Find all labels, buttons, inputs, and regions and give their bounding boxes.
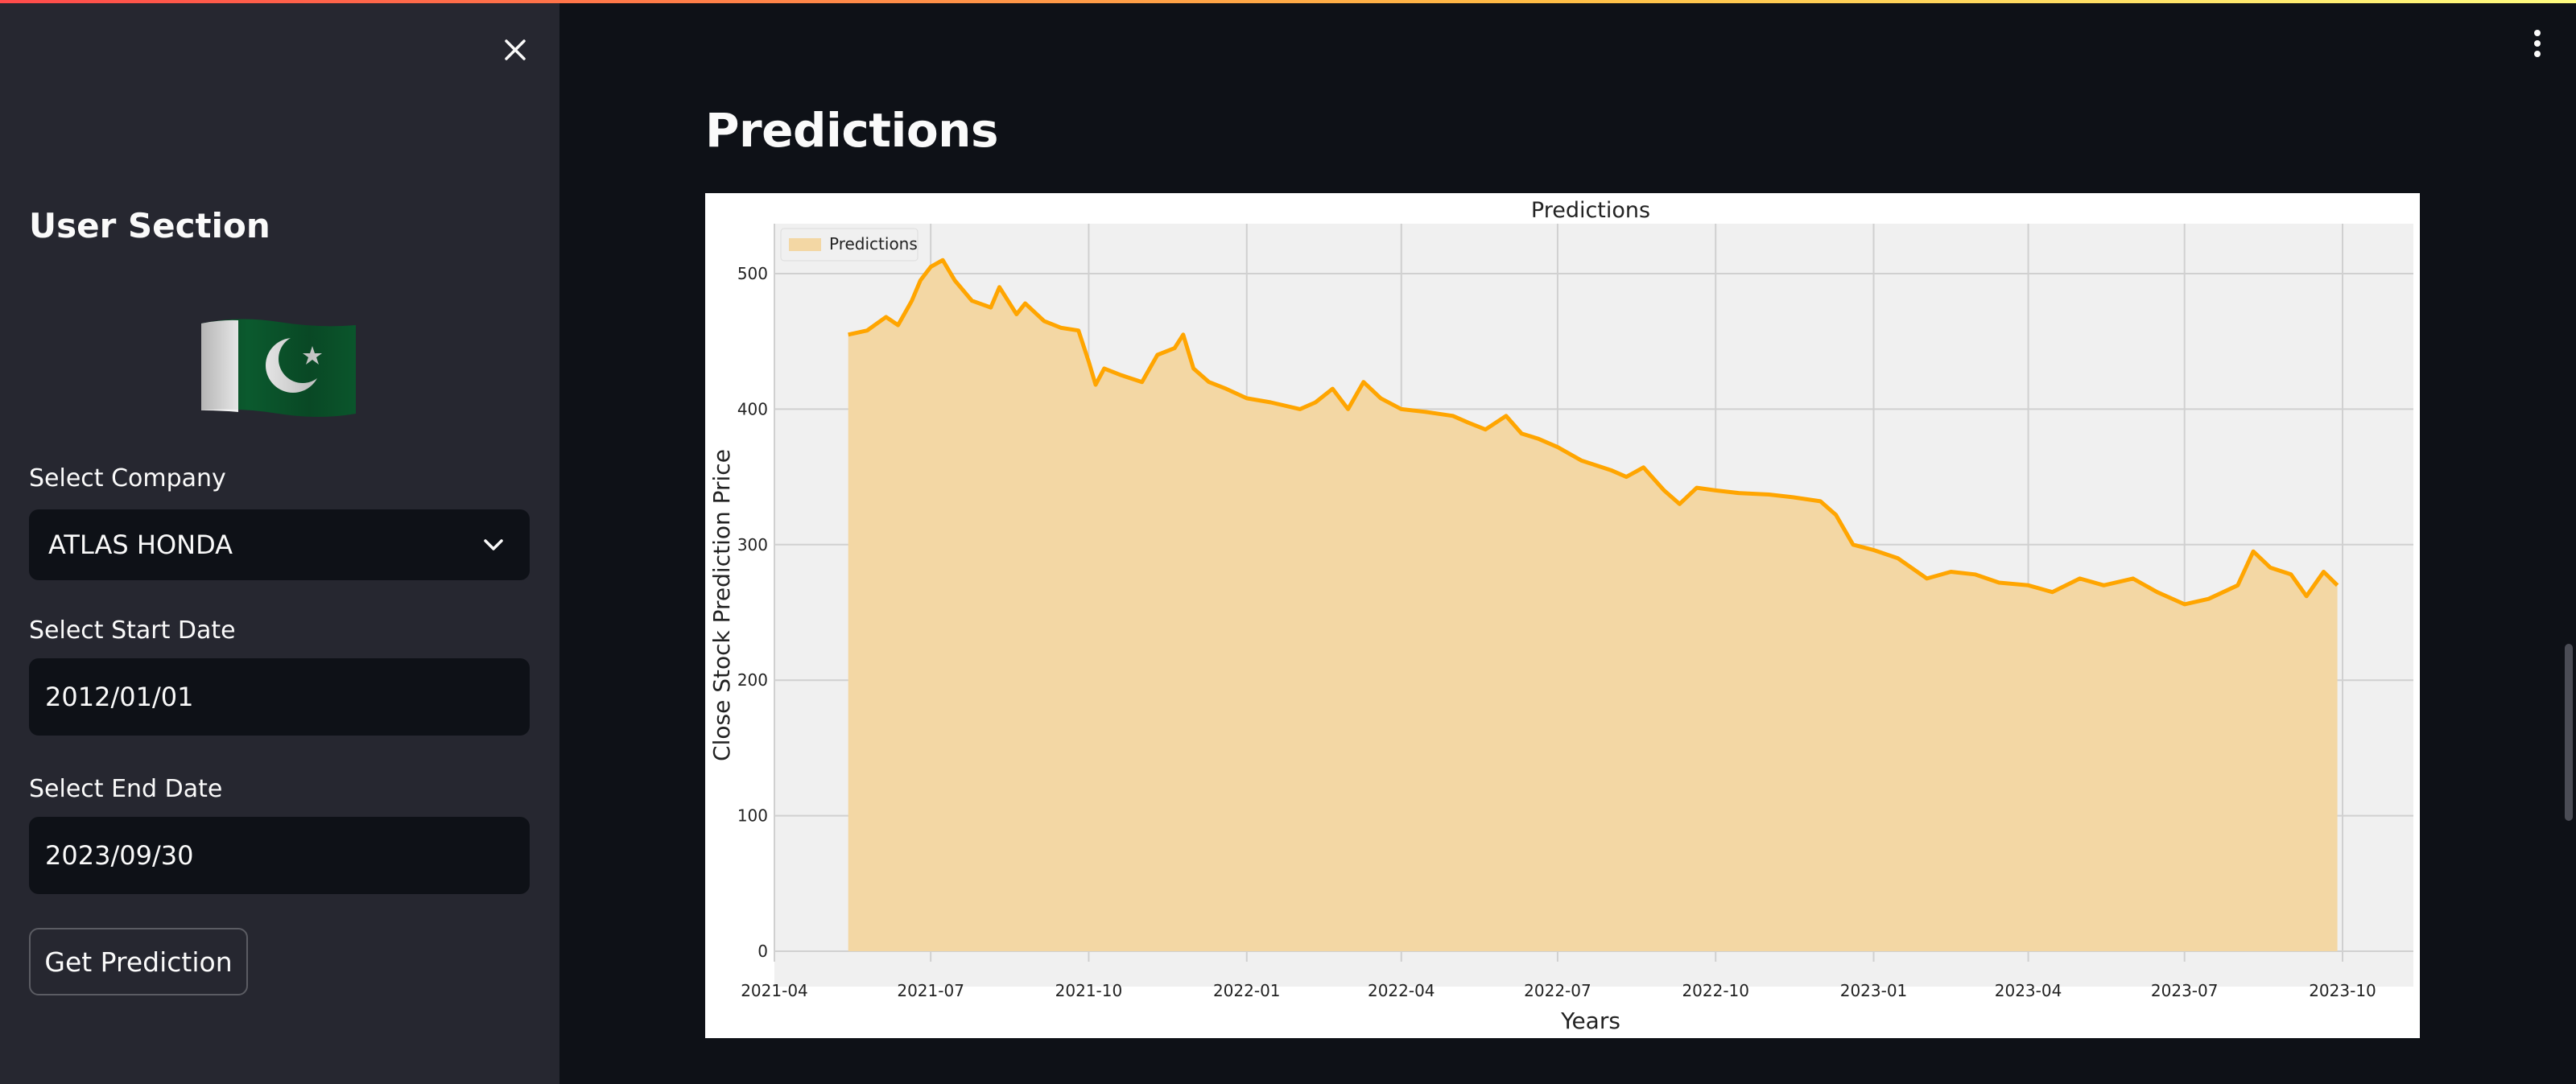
start-date-input[interactable]: 2012/01/01: [29, 658, 530, 736]
predictions-chart: 0 100 200 300 400 500 2021-04 2021-07 2021-10 20…: [705, 193, 2420, 1038]
x-tick-label: 2021-10: [1055, 981, 1123, 1000]
y-tick-label: 400: [737, 399, 768, 418]
y-tick-label: 500: [737, 264, 768, 283]
close-sidebar-button[interactable]: [493, 31, 538, 69]
y-tick-label: 100: [737, 806, 768, 826]
start-date-value: 2012/01/01: [45, 682, 194, 712]
series-line: [848, 258, 2339, 607]
close-icon: [505, 39, 526, 60]
menu-dot-icon: [2534, 51, 2541, 57]
end-date-value: 2023/09/30: [45, 840, 194, 871]
x-tick-label: 2022-10: [1682, 981, 1749, 1000]
x-tick-labels: 2021-04 2021-07 2021-10 2022-01 2022-04 2022-…: [741, 981, 2376, 1000]
y-axis-label: Close Stock Prediction Price: [708, 449, 735, 761]
page-title: Predictions: [705, 103, 999, 158]
y-tick-label: 300: [737, 535, 768, 554]
x-tick-label: 2021-07: [897, 981, 964, 1000]
x-tick-label: 2023-10: [2309, 981, 2376, 1000]
series-area: [848, 260, 2338, 951]
end-date-input[interactable]: 2023/09/30: [29, 817, 530, 894]
x-tick-label: 2023-04: [1995, 981, 2062, 1000]
legend-frame: [780, 228, 919, 262]
pakistan-flag-icon: [201, 319, 356, 417]
chart-legend: Predictions: [780, 228, 919, 262]
x-axis-label: Years: [1560, 1008, 1620, 1034]
company-label: Select Company: [29, 464, 226, 493]
company-select-value: ATLAS HONDA: [48, 530, 233, 560]
chevron-down-icon: [484, 539, 503, 550]
x-tick-label: 2022-07: [1524, 981, 1591, 1000]
y-tick-label: 200: [737, 670, 768, 690]
y-tick-label: 0: [758, 942, 768, 961]
end-date-label: Select End Date: [29, 775, 223, 803]
x-tick-label: 2023-01: [1840, 981, 1908, 1000]
x-tick-label: 2022-01: [1213, 981, 1281, 1000]
sidebar-title: User Section: [29, 206, 270, 245]
main-menu-button[interactable]: [2521, 24, 2553, 63]
chart-title: Predictions: [1531, 198, 1650, 223]
legend-swatch: [789, 238, 821, 251]
get-prediction-button[interactable]: Get Prediction: [29, 928, 248, 995]
menu-dot-icon: [2534, 30, 2541, 36]
x-tick-label: 2023-07: [2151, 981, 2219, 1000]
sidebar: User Section Select Company ATLAS HONDA …: [0, 3, 559, 1084]
x-tick-label: 2021-04: [741, 981, 808, 1000]
top-decoration-bar: [0, 0, 2576, 3]
start-date-label: Select Start Date: [29, 616, 236, 645]
page-scrollbar[interactable]: [2565, 644, 2573, 821]
menu-dot-icon: [2534, 40, 2541, 47]
legend-label: Predictions: [829, 234, 918, 253]
company-select[interactable]: ATLAS HONDA: [29, 509, 530, 580]
x-tick-label: 2022-04: [1368, 981, 1435, 1000]
y-tick-labels: 0 100 200 300 400 500: [737, 264, 768, 961]
